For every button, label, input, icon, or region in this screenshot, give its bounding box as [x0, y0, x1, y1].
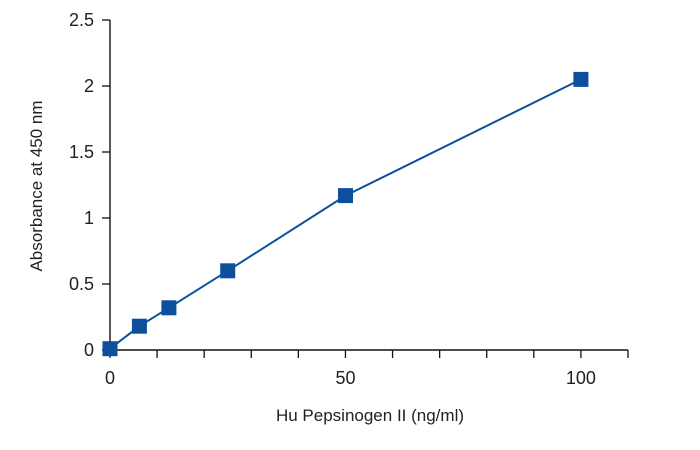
axes [109, 20, 628, 351]
x-tick-label-0: 0 [105, 368, 115, 388]
series-group [102, 71, 589, 357]
ticks [102, 19, 629, 358]
data-point-marker [220, 263, 236, 279]
y-tick-label-1.5: 1.5 [69, 142, 94, 162]
data-point-marker [573, 71, 589, 87]
data-point-marker [131, 318, 147, 334]
x-axis-title: Hu Pepsinogen II (ng/ml) [276, 406, 464, 425]
data-point-marker [161, 300, 177, 316]
data-point-marker [102, 341, 118, 357]
x-tick-label-50: 50 [335, 368, 355, 388]
data-point-marker [338, 188, 353, 204]
y-tick-label-0: 0 [84, 340, 94, 360]
y-tick-label-2.5: 2.5 [69, 10, 94, 30]
y-axis-title: Absorbance at 450 nm [27, 100, 46, 271]
y-tick-label-2: 2 [84, 76, 94, 96]
x-tick-label-100: 100 [566, 368, 596, 388]
y-tick-label-1: 1 [84, 208, 94, 228]
series-line-0 [109, 78, 582, 350]
y-tick-label-0.5: 0.5 [69, 274, 94, 294]
tick-labels: 0 50 100 0 0.5 1 1.5 2 2.5 [69, 10, 596, 388]
